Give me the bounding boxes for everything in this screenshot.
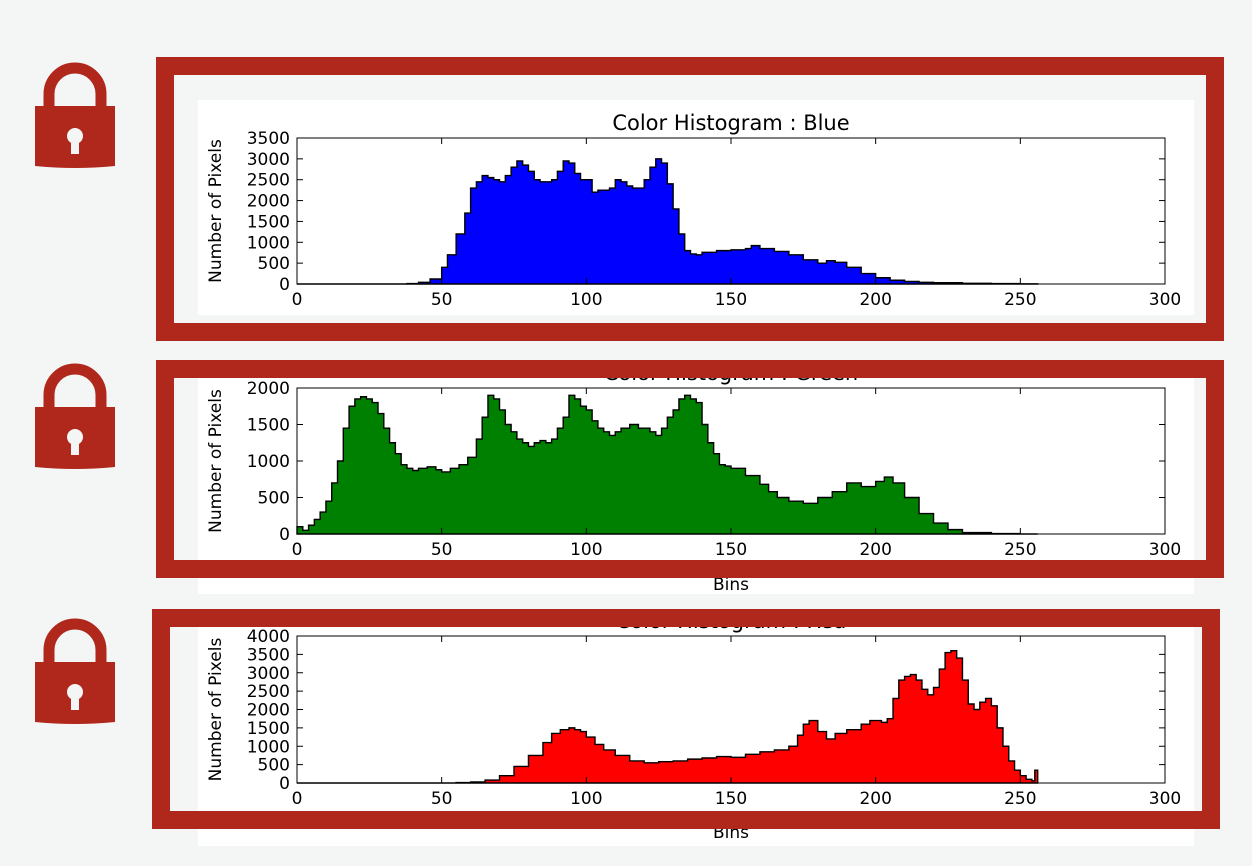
x-tick-label: 0 bbox=[292, 290, 303, 310]
x-tick-label: 150 bbox=[715, 789, 747, 809]
x-tick-label: 300 bbox=[1149, 290, 1181, 310]
x-tick-label: 200 bbox=[859, 290, 891, 310]
y-tick-label: 3500 bbox=[247, 645, 290, 665]
y-tick-label: 500 bbox=[258, 489, 290, 509]
y-tick-label: 3000 bbox=[247, 664, 290, 684]
y-tick-label: 2000 bbox=[247, 379, 290, 399]
y-tick-label: 4000 bbox=[247, 627, 290, 647]
x-tick-label: 50 bbox=[431, 540, 453, 560]
x-tick-label: 50 bbox=[431, 290, 453, 310]
x-tick-label: 250 bbox=[1004, 789, 1036, 809]
y-tick-label: 2500 bbox=[247, 171, 290, 191]
y-tick-label: 1500 bbox=[247, 416, 290, 436]
y-tick-label: 0 bbox=[279, 774, 290, 794]
y-tick-label: 3000 bbox=[247, 150, 290, 170]
chart-title: Color Histogram : Red bbox=[616, 609, 847, 633]
x-axis-label: Bins bbox=[713, 823, 749, 843]
x-tick-label: 250 bbox=[1004, 290, 1036, 310]
x-tick-label: 300 bbox=[1149, 540, 1181, 560]
y-tick-label: 1500 bbox=[247, 212, 290, 232]
x-tick-label: 250 bbox=[1004, 540, 1036, 560]
x-tick-label: 300 bbox=[1149, 789, 1181, 809]
x-tick-label: 100 bbox=[570, 789, 602, 809]
histogram-area bbox=[297, 158, 1039, 285]
y-tick-label: 2000 bbox=[247, 701, 290, 721]
histogram-area bbox=[297, 650, 1039, 784]
y-tick-label: 0 bbox=[279, 525, 290, 545]
x-tick-label: 150 bbox=[715, 290, 747, 310]
x-tick-label: 100 bbox=[570, 290, 602, 310]
lock-icon bbox=[35, 618, 115, 724]
x-tick-label: 100 bbox=[570, 540, 602, 560]
chart-title: Color Histogram : Blue bbox=[612, 111, 849, 135]
y-tick-label: 3500 bbox=[247, 129, 290, 149]
y-tick-label: 2500 bbox=[247, 682, 290, 702]
x-tick-label: 50 bbox=[431, 789, 453, 809]
y-tick-label: 1000 bbox=[247, 737, 290, 757]
y-tick-label: 2000 bbox=[247, 192, 290, 212]
figure-background bbox=[198, 610, 1194, 846]
x-tick-label: 0 bbox=[292, 540, 303, 560]
y-tick-label: 1500 bbox=[247, 719, 290, 739]
x-tick-label: 200 bbox=[859, 789, 891, 809]
y-tick-label: 500 bbox=[258, 254, 290, 274]
y-tick-label: 500 bbox=[258, 756, 290, 776]
lock-icon bbox=[35, 363, 115, 469]
y-tick-label: 0 bbox=[279, 275, 290, 295]
y-axis-label: Number of Pixels bbox=[206, 139, 226, 283]
x-tick-label: 150 bbox=[715, 540, 747, 560]
x-tick-label: 200 bbox=[859, 540, 891, 560]
y-tick-label: 1000 bbox=[247, 233, 290, 253]
lock-icon bbox=[35, 62, 115, 168]
x-tick-label: 0 bbox=[292, 789, 303, 809]
y-tick-label: 1000 bbox=[247, 452, 290, 472]
y-axis-label: Number of Pixels bbox=[206, 389, 226, 533]
y-axis-label: Number of Pixels bbox=[206, 638, 226, 782]
histogram-area bbox=[296, 394, 1038, 535]
x-axis-label: Bins bbox=[713, 575, 749, 595]
